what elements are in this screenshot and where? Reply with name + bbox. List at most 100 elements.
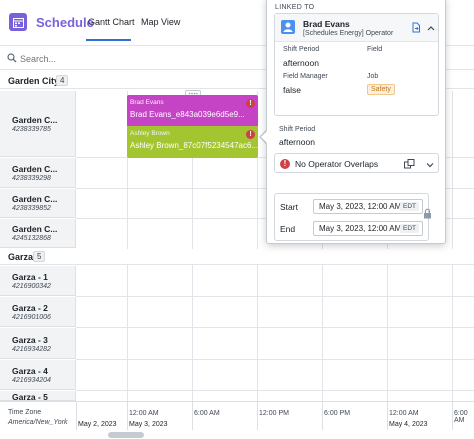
- field-label: Job: [367, 73, 379, 80]
- axis-tick: [127, 402, 128, 430]
- axis-tick: [452, 402, 453, 430]
- linked-object-card: Brad Evans [Schedules Energy] Operator S…: [274, 13, 439, 116]
- row-name: Garza - 2: [12, 303, 48, 313]
- row-id: 4216901006: [12, 314, 51, 321]
- row-name: Garden C...: [12, 194, 58, 204]
- row-id: 4216900342: [12, 283, 51, 290]
- field-value: false: [283, 85, 301, 95]
- row-label[interactable]: Garden C... 4245132868: [0, 219, 76, 248]
- axis-time-label: 12:00 AM: [129, 410, 159, 417]
- field-label: Shift Period: [283, 46, 320, 53]
- open-object-icon[interactable]: [411, 22, 421, 35]
- axis-time-label: 6:00 AM: [194, 410, 220, 417]
- group-header-garza[interactable]: Garza 5: [0, 249, 474, 265]
- person-icon: [281, 20, 295, 34]
- shift-bar-brad-evans[interactable]: Brad Evans Brad Evans_e843a039e6d5e9... …: [127, 95, 258, 127]
- field-value: afternoon: [283, 58, 319, 68]
- row-divider: [76, 327, 474, 328]
- row-label[interactable]: Garza - 2 4216901006: [0, 297, 76, 327]
- linked-card-subtitle: [Schedules Energy] Operator: [303, 30, 394, 37]
- axis-tick: [387, 402, 388, 430]
- row-id: 4238339785: [12, 126, 51, 133]
- axis-time-label: 6:00 PM: [324, 410, 351, 417]
- axis-date-label: May 3, 2023: [129, 421, 168, 428]
- row-name: Garden C...: [12, 224, 58, 234]
- field-label: Field: [367, 46, 383, 53]
- grid-line: [192, 91, 193, 401]
- axis-tick: [257, 402, 258, 430]
- row-label[interactable]: Garza - 3 4216934282: [0, 328, 76, 359]
- grid-line: [257, 91, 258, 401]
- shift-bar-caption: Brad Evans: [130, 99, 164, 106]
- overlap-status[interactable]: ! No Operator Overlaps: [274, 153, 439, 173]
- chevron-up-icon[interactable]: [427, 23, 435, 33]
- row-id: 4238339852: [12, 205, 51, 212]
- row-id: 4245132868: [12, 235, 51, 242]
- row-id: 4216934282: [12, 346, 51, 353]
- timezone-chip: EDT: [400, 202, 419, 211]
- linked-card-title[interactable]: Brad Evans: [303, 19, 350, 29]
- timezone-value[interactable]: America/New_York: [8, 419, 68, 426]
- axis-tick: [192, 402, 193, 430]
- timezone-label: Time Zone: [8, 409, 42, 416]
- lock-icon[interactable]: [423, 208, 432, 221]
- end-datetime-input[interactable]: May 3, 2023, 12:00 AM EDT: [313, 221, 423, 236]
- row-label[interactable]: Garden C... 4238339852: [0, 189, 76, 218]
- grid-line: [452, 91, 453, 401]
- overlap-status-text: No Operator Overlaps: [295, 159, 379, 169]
- axis-time-label: 12:00 PM: [259, 410, 289, 417]
- linked-card-header: Brad Evans [Schedules Energy] Operator: [275, 14, 438, 42]
- row-name: Garza - 4: [12, 366, 48, 376]
- alert-icon: !: [246, 99, 255, 108]
- axis-tick: [322, 402, 323, 430]
- axis-time-label: 6:00 AM: [454, 410, 468, 424]
- row-label[interactable]: Garza - 4 4216934204: [0, 360, 76, 390]
- start-datetime-input[interactable]: May 3, 2023, 12:00 AM EDT: [313, 199, 423, 214]
- row-name: Garza - 5: [12, 392, 48, 401]
- time-axis: Time Zone America/New_York May 2, 2023 1…: [0, 401, 474, 439]
- axis-tick: [76, 402, 77, 430]
- alert-icon: !: [280, 159, 290, 169]
- row-label[interactable]: Garden C... 4238339785: [0, 91, 76, 157]
- row-name: Garza - 3: [12, 335, 48, 345]
- app-title: Schedule: [36, 15, 94, 30]
- row-id: 4216934204: [12, 377, 51, 384]
- row-label[interactable]: Garza - 5 4216901114: [0, 391, 76, 401]
- start-datetime-value: May 3, 2023, 12:00 AM: [319, 202, 402, 211]
- row-divider: [76, 296, 474, 297]
- axis-time-label: 12:00 AM: [389, 410, 419, 417]
- chevron-down-icon[interactable]: [426, 160, 434, 170]
- shift-bar-title: Ashley Brown_87c07f5234547ac6...: [130, 141, 258, 150]
- row-label[interactable]: Garden C... 4238339298: [0, 158, 76, 188]
- row-divider: [76, 390, 474, 391]
- row-name: Garden C...: [12, 164, 58, 174]
- row-label[interactable]: Garza - 1 4216900342: [0, 266, 76, 296]
- alert-icon: !: [246, 130, 255, 139]
- shift-bar-title: Brad Evans_e843a039e6d5e9...: [130, 110, 245, 119]
- row-id: 4238339298: [12, 175, 51, 182]
- shift-period-label: Shift Period: [279, 126, 316, 133]
- axis-date-label: May 4, 2023: [389, 421, 428, 428]
- duplicate-icon[interactable]: [404, 159, 415, 171]
- job-tag: Safety: [367, 84, 395, 95]
- start-label: Start: [280, 202, 298, 212]
- axis-date-label: May 2, 2023: [78, 421, 117, 428]
- row-divider: [76, 359, 474, 360]
- row-name: Garden C...: [12, 115, 58, 125]
- search-icon: [7, 53, 17, 65]
- timezone-chip: EDT: [400, 224, 419, 233]
- end-label: End: [280, 224, 296, 234]
- tab-map-view[interactable]: Map View: [141, 17, 181, 27]
- shift-period-value: afternoon: [279, 137, 315, 147]
- shift-bar-ashley-brown[interactable]: Ashley Brown Ashley Brown_87c07f5234547a…: [127, 126, 258, 158]
- grid-line: [387, 91, 388, 401]
- search-input[interactable]: [20, 51, 260, 67]
- group-count-badge: 4: [56, 75, 69, 86]
- horizontal-scrollbar[interactable]: [108, 432, 144, 438]
- shift-detail-popover: LINKED TO Brad Evans [Schedules Energy] …: [266, 0, 446, 244]
- grid-line: [127, 91, 128, 401]
- tab-gantt-chart[interactable]: Gantt Chart: [88, 17, 135, 27]
- shift-bar-caption: Ashley Brown: [130, 130, 170, 137]
- linked-to-label: LINKED TO: [275, 4, 315, 11]
- field-label: Field Manager: [283, 73, 328, 80]
